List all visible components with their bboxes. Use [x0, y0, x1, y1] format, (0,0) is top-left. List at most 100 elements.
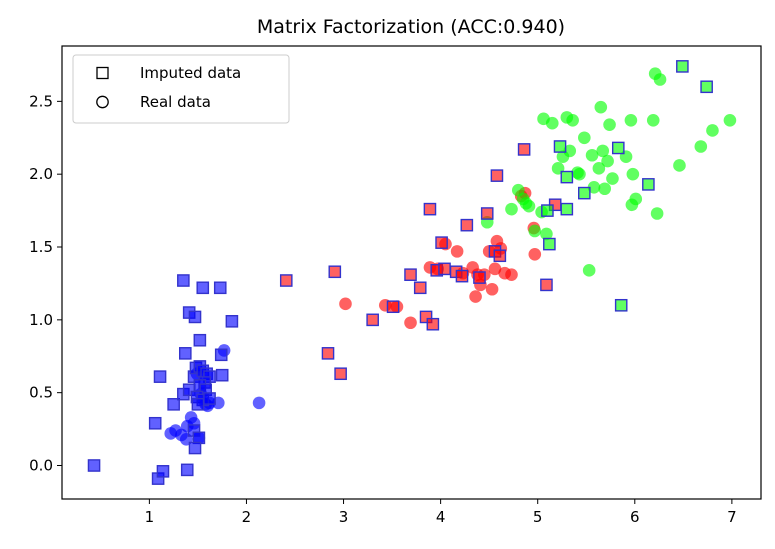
chart-title: Matrix Factorization (ACC:0.940) — [257, 16, 565, 38]
data-points — [87, 60, 737, 485]
real-data-point — [606, 172, 619, 185]
real-data-point — [629, 192, 643, 206]
y-tick-label: 2.5 — [29, 92, 53, 110]
imputed-data-point — [177, 274, 190, 287]
real-data-point — [485, 282, 499, 296]
real-data-point — [598, 182, 611, 196]
imputed-data-point — [480, 207, 494, 220]
imputed-data-point — [540, 278, 553, 292]
real-data-point — [488, 262, 502, 276]
real-data-point — [587, 180, 601, 194]
imputed-data-point — [321, 347, 335, 360]
real-data-point — [505, 268, 518, 281]
imputed-data-point — [611, 141, 625, 155]
real-data-point — [522, 199, 536, 213]
real-data-point — [582, 264, 596, 277]
legend-label: Real data — [140, 93, 211, 111]
imputed-data-point — [578, 186, 591, 200]
imputed-data-point — [435, 236, 448, 249]
imputed-data-point — [196, 281, 210, 295]
real-data-point — [592, 162, 606, 175]
imputed-data-point — [614, 298, 628, 312]
imputed-data-point — [473, 271, 486, 284]
imputed-data-point — [334, 367, 347, 381]
imputed-data-point — [676, 60, 689, 73]
axes: 1 2 3 4 5 6 7 0.0 0.5 1.0 1.5 2.0 2.5 — [29, 45, 762, 526]
real-data-point — [673, 159, 686, 172]
imputed-data-point — [560, 202, 574, 216]
imputed-data-point — [490, 169, 504, 182]
x-tick-label: 4 — [436, 508, 446, 526]
imputed-data-point — [148, 416, 162, 430]
imputed-data-point — [642, 178, 655, 191]
imputed-data-point — [700, 80, 713, 94]
real-data-point — [528, 224, 542, 238]
real-data-point — [545, 116, 559, 130]
x-tick-label: 5 — [533, 508, 543, 526]
imputed-data-point — [279, 274, 293, 287]
imputed-data-point — [225, 314, 239, 328]
real-data-point — [450, 245, 464, 258]
x-tick-label: 7 — [727, 508, 737, 526]
real-data-point — [540, 227, 553, 241]
imputed-data-point — [156, 465, 170, 478]
plot-frame — [61, 45, 762, 500]
y-tick-label: 0.5 — [29, 384, 53, 402]
imputed-data-point — [193, 333, 207, 347]
imputed-data-point — [153, 370, 167, 383]
imputed-data-point — [517, 143, 531, 156]
y-tick-label: 1.0 — [29, 311, 53, 329]
imputed-data-point — [178, 347, 192, 360]
real-data-point — [653, 73, 667, 86]
real-data-point — [601, 154, 614, 168]
imputed-data-point — [438, 262, 451, 276]
real-data-point — [723, 113, 737, 127]
x-tick-label: 2 — [242, 508, 252, 526]
imputed-data-point — [560, 170, 574, 184]
imputed-data-point — [404, 268, 417, 281]
real-data-point — [624, 113, 638, 127]
imputed-data-point — [386, 300, 400, 314]
real-data-point — [252, 396, 266, 410]
real-data-point — [646, 113, 660, 127]
imputed-data-point — [423, 202, 437, 216]
imputed-data-point — [188, 441, 202, 455]
real-data-point — [603, 118, 616, 131]
real-data-point — [585, 148, 599, 162]
x-tick-label: 6 — [630, 508, 640, 526]
imputed-data-point — [213, 281, 227, 295]
real-data-point — [505, 202, 518, 216]
real-data-point — [626, 167, 640, 181]
imputed-data-point — [455, 269, 469, 283]
x-tick-label: 3 — [339, 508, 349, 526]
imputed-data-point — [87, 459, 101, 472]
real-data-point — [706, 124, 719, 137]
imputed-data-point — [167, 398, 180, 411]
legend-square-marker — [96, 66, 109, 80]
imputed-data-point — [191, 398, 205, 411]
real-data-point — [594, 100, 608, 114]
legend-box — [72, 54, 290, 124]
imputed-data-point — [214, 348, 228, 362]
legend-label: Imputed data — [140, 64, 241, 82]
imputed-data-point — [328, 265, 342, 279]
legend: Imputed data Real data — [72, 54, 290, 124]
legend-circle-marker — [96, 95, 109, 109]
real-data-point — [404, 316, 417, 330]
y-tick-label: 2.0 — [29, 165, 53, 183]
imputed-data-point — [188, 310, 202, 324]
imputed-data-point — [215, 368, 229, 382]
real-data-point — [528, 247, 542, 261]
y-tick-label: 1.5 — [29, 238, 53, 256]
real-data-point — [339, 297, 352, 311]
imputed-data-point — [541, 204, 554, 217]
x-tick-label: 1 — [145, 508, 155, 526]
imputed-data-point — [460, 218, 474, 232]
real-data-point — [573, 167, 586, 181]
real-data-point — [694, 140, 708, 153]
imputed-data-point — [553, 140, 567, 153]
imputed-data-point — [426, 317, 440, 331]
imputed-data-point — [493, 249, 507, 263]
real-data-point — [578, 131, 591, 145]
